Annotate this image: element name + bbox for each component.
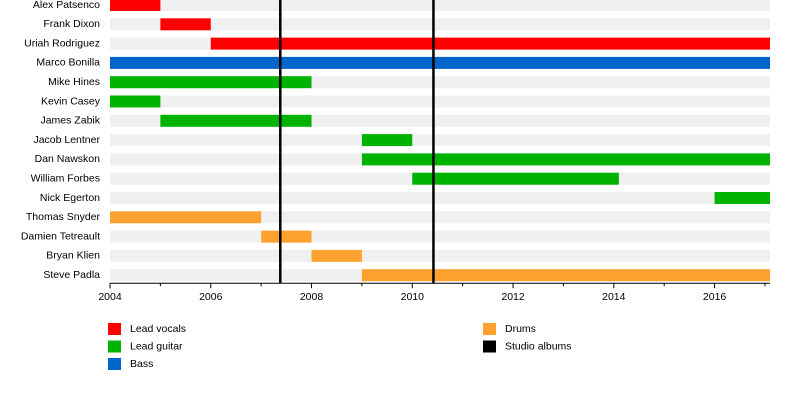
row-label: Uriah Rodriguez: [24, 37, 100, 49]
legend-label: Lead vocals: [130, 323, 186, 335]
tenure-bar: [110, 0, 161, 11]
tenure-bar: [160, 114, 312, 127]
x-tick-label: 2016: [703, 291, 727, 303]
row-label: Thomas Snyder: [26, 211, 101, 223]
tenure-bar: [361, 269, 770, 282]
tenure-bar: [110, 76, 312, 89]
tenure-bar: [361, 134, 413, 147]
legend-label: Studio albums: [505, 340, 572, 352]
tenure-bar: [361, 153, 770, 166]
tenure-bar: [210, 37, 770, 50]
row-stripe: [110, 0, 770, 11]
tenure-bar: [110, 95, 161, 108]
row-stripe: [110, 134, 770, 147]
x-tick-label: 2004: [98, 291, 122, 303]
x-tick-label: 2010: [401, 291, 425, 303]
tenure-bar: [261, 230, 312, 243]
row-stripe: [110, 230, 770, 243]
row-label: Steve Padla: [43, 269, 100, 281]
tenure-bar: [160, 18, 211, 31]
tenure-bar: [311, 249, 362, 262]
x-tick-label: 2008: [300, 291, 324, 303]
row-label: Bryan Klien: [46, 250, 100, 262]
row-label: Alex Patsenco: [33, 0, 100, 11]
row-label: Mike Hines: [48, 76, 100, 88]
row-label: James Zabik: [40, 115, 100, 127]
row-stripe: [110, 18, 770, 31]
x-tick-label: 2012: [501, 291, 525, 303]
row-label: Dan Nawskon: [35, 153, 101, 165]
tenure-bar: [110, 56, 770, 69]
row-stripe: [110, 95, 770, 108]
legend-label: Bass: [130, 358, 153, 370]
row-label: William Forbes: [31, 172, 100, 184]
legend-swatch: [483, 323, 496, 335]
tenure-bar: [714, 192, 770, 204]
row-label: Nick Egerton: [40, 192, 100, 204]
x-tick-label: 2014: [602, 291, 626, 303]
row-label: Jacob Lentner: [33, 134, 100, 146]
legend-swatch: [108, 340, 121, 353]
row-label: Kevin Casey: [41, 95, 101, 107]
legend-swatch: [108, 323, 121, 335]
tenure-bar: [412, 172, 619, 185]
legend-swatch: [483, 340, 496, 353]
tenure-bar: [110, 211, 262, 224]
row-label: Frank Dixon: [43, 18, 100, 30]
legend-label: Drums: [505, 323, 536, 335]
x-tick-label: 2006: [199, 291, 223, 303]
legend-label: Lead guitar: [130, 340, 183, 352]
row-label: Damien Tetreault: [21, 230, 100, 242]
row-label: Marco Bonilla: [36, 57, 100, 69]
row-stripe: [110, 249, 770, 262]
legend-swatch: [108, 358, 121, 370]
row-stripe: [110, 211, 770, 224]
row-stripe: [110, 192, 770, 204]
